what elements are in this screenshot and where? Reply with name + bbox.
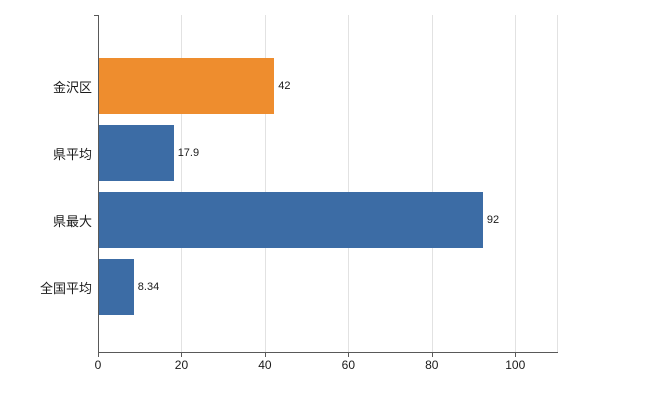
y-axis-label-0: 金沢区	[52, 79, 92, 95]
x-axis-tick	[431, 353, 433, 357]
x-axis-tick	[181, 353, 183, 357]
x-axis-line	[98, 352, 558, 353]
gridline	[264, 15, 266, 352]
gridline	[348, 15, 350, 352]
x-axis-tick-label-5: 100	[505, 358, 526, 372]
x-axis-tick-label-2: 40	[258, 358, 272, 372]
gridline	[431, 15, 433, 352]
y-axis-top-tick	[94, 15, 98, 16]
x-axis-tick-label-4: 80	[425, 358, 439, 372]
y-axis-label-1: 県平均	[52, 146, 92, 162]
bar-value-label-0: 42	[278, 80, 291, 92]
gridline	[515, 15, 517, 352]
x-axis-tick	[98, 353, 99, 357]
x-axis-tick-label-3: 60	[341, 358, 356, 372]
bar-value-label-1: 17.9	[177, 147, 200, 159]
bar-0	[99, 58, 275, 114]
gridline	[181, 15, 183, 352]
bar-1	[99, 125, 174, 181]
x-axis-tick-label-1: 20	[174, 358, 189, 372]
bar-value-label-3: 8.34	[137, 281, 160, 293]
x-axis-tick	[515, 353, 517, 357]
y-axis-label-3: 全国平均	[39, 280, 92, 296]
y-axis-line	[98, 15, 99, 353]
bar-value-label-2: 92	[486, 214, 500, 226]
x-axis-tick-label-0: 0	[94, 358, 102, 372]
x-axis-tick	[348, 353, 350, 357]
bar-3	[99, 259, 134, 315]
bar-2	[99, 192, 483, 248]
y-axis-label-2: 県最大	[52, 213, 92, 229]
x-axis-tick	[264, 353, 266, 357]
plot-right-border	[557, 15, 558, 352]
